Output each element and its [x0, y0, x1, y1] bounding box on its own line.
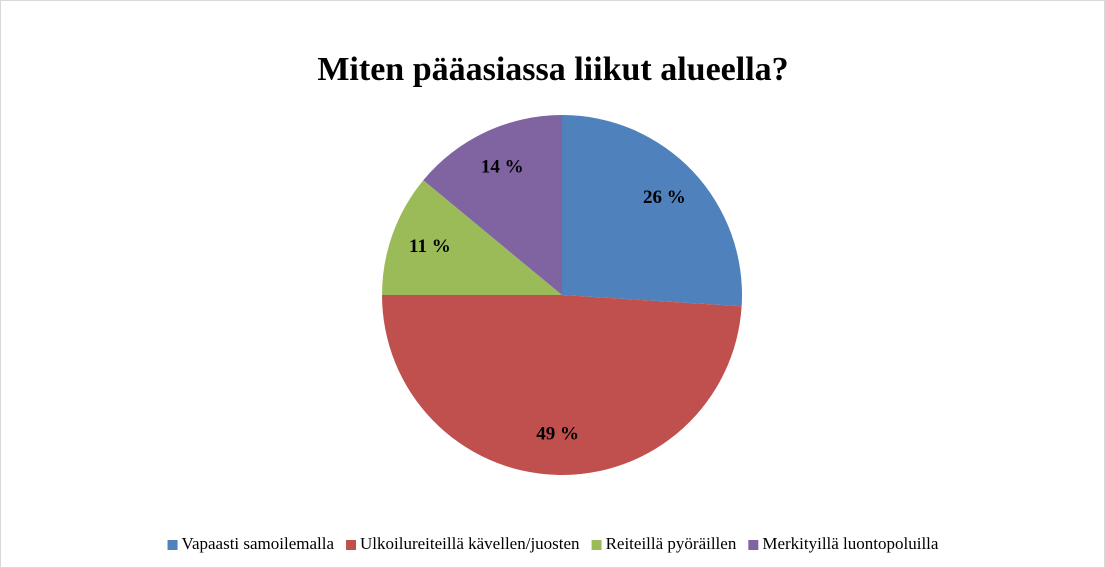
legend-swatch	[748, 540, 759, 550]
pie-slice	[423, 115, 562, 295]
pie-slice	[562, 115, 742, 307]
data-label: 49 %	[536, 424, 579, 445]
data-label: 11 %	[409, 236, 451, 257]
legend-swatch	[167, 540, 178, 550]
legend-swatch	[346, 540, 357, 550]
legend-label: Merkityillä luontopoluilla	[762, 534, 939, 553]
chart-title: Miten pääasiassa liikut alueella?	[317, 51, 788, 88]
data-label: 26 %	[643, 187, 686, 208]
pie-slice	[382, 295, 742, 476]
legend-label: Vapaasti samoilemalla	[182, 534, 335, 553]
pie-slice	[382, 180, 562, 295]
legend-label: Ulkoilureiteillä kävellen/juosten	[360, 534, 580, 553]
legend-label: Reiteillä pyöräillen	[606, 534, 737, 553]
data-label: 14 %	[481, 156, 524, 177]
legend-swatch	[591, 540, 602, 550]
